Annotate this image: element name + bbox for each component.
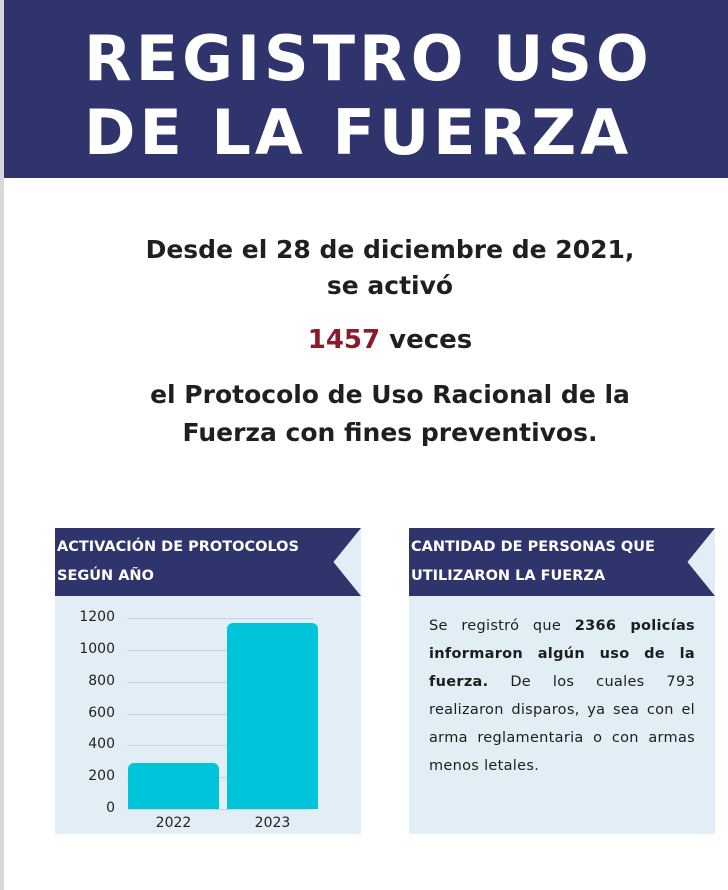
panel-title: CANTIDAD DE PERSONAS QUE UTILIZARON LA F… bbox=[411, 533, 655, 591]
y-axis-tick: 800 bbox=[88, 672, 115, 689]
gridline bbox=[127, 777, 313, 779]
header-banner: REGISTRO USO DE LA FUERZA bbox=[4, 0, 728, 178]
bar-2022 bbox=[128, 762, 219, 809]
bar-chart: 0 200 400 600 800 1000 1200 2022 2023 bbox=[55, 596, 361, 834]
activation-count: 1457 bbox=[307, 325, 381, 355]
intro-heading: Desde el 28 de diciembre de 2021, se act… bbox=[100, 232, 680, 304]
panel-title-line-1: ACTIVACIÓN DE PROTOCOLOS bbox=[57, 539, 299, 555]
y-axis-tick: 400 bbox=[88, 736, 115, 753]
y-axis-tick: 0 bbox=[106, 800, 115, 816]
intro-line-4: Fuerza con fines preventivos. bbox=[182, 418, 598, 447]
intro-count: 1457 veces bbox=[100, 322, 680, 358]
gridline bbox=[127, 649, 313, 651]
title-line-2: DE LA FUERZA bbox=[84, 96, 633, 169]
y-axis-tick: 1200 bbox=[79, 609, 115, 625]
intro-line-3: el Protocolo de Uso Racional de la bbox=[150, 380, 630, 409]
intro-description: el Protocolo de Uso Racional de la Fuerz… bbox=[100, 376, 680, 452]
gridline bbox=[127, 681, 313, 683]
panel-ribbon bbox=[55, 528, 361, 596]
bar-2023 bbox=[227, 623, 318, 809]
text-plain: De los cuales 793 realizaron disparos, y… bbox=[429, 674, 695, 774]
panel-body-text: Se registró que 2366 policías informaron… bbox=[429, 612, 695, 780]
panel-title-line-1: CANTIDAD DE PERSONAS QUE bbox=[411, 539, 655, 555]
title-line-1: REGISTRO USO bbox=[84, 22, 653, 95]
intro-line-1: Desde el 28 de diciembre de 2021, bbox=[145, 235, 635, 264]
count-suffix: veces bbox=[380, 325, 473, 355]
text-plain: Se registró que bbox=[429, 618, 575, 634]
panel-ribbon bbox=[409, 528, 715, 596]
panel-title: ACTIVACIÓN DE PROTOCOLOS SEGÚN AÑO bbox=[57, 533, 299, 591]
gridline bbox=[127, 618, 313, 619]
protocol-activation-panel: ACTIVACIÓN DE PROTOCOLOS SEGÚN AÑO 0 200 4… bbox=[55, 528, 361, 834]
y-axis-tick: 600 bbox=[88, 704, 115, 721]
page-title: REGISTRO USO DE LA FUERZA bbox=[84, 22, 653, 170]
panel-title-line-2: SEGÚN AÑO bbox=[57, 568, 154, 584]
personnel-force-panel: CANTIDAD DE PERSONAS QUE UTILIZARON LA F… bbox=[409, 528, 715, 834]
gridline bbox=[127, 809, 313, 810]
x-axis-tick: 2022 bbox=[155, 815, 192, 831]
y-axis-tick: 1000 bbox=[79, 640, 115, 657]
intro-line-2: se activó bbox=[326, 271, 454, 300]
gridline bbox=[127, 713, 313, 715]
gridline bbox=[127, 745, 313, 747]
text-bold: 2366 policías informaron algún uso de la… bbox=[429, 618, 695, 690]
y-axis-tick: 200 bbox=[88, 768, 115, 785]
x-axis-tick: 2023 bbox=[254, 815, 291, 831]
page-edge bbox=[0, 0, 4, 890]
panel-title-line-2: UTILIZARON LA FUERZA bbox=[411, 568, 606, 584]
